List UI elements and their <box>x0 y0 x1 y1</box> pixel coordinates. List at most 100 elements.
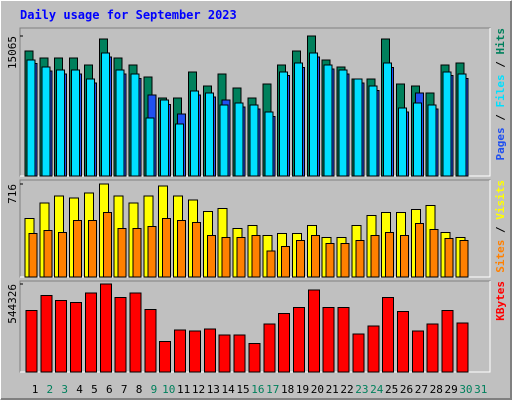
legend-entry: KBytes <box>494 281 507 321</box>
legend: Sites / Visits <box>494 180 507 273</box>
bar <box>263 323 276 373</box>
bar <box>55 299 68 373</box>
bar <box>100 52 110 177</box>
x-tick-label: 24 <box>370 383 384 396</box>
bar <box>457 73 467 177</box>
x-tick-label: 8 <box>136 383 143 396</box>
bar <box>174 329 187 373</box>
bar <box>340 243 350 278</box>
bar <box>308 52 318 177</box>
bar <box>43 230 53 278</box>
bar <box>87 219 97 278</box>
legend-entry: Visits <box>494 180 507 220</box>
bar <box>398 107 407 177</box>
bar <box>382 296 395 373</box>
legend-entry: Sites <box>494 240 507 273</box>
bar <box>188 330 201 373</box>
x-tick-label: 2 <box>47 383 54 396</box>
x-tick-label: 12 <box>192 383 205 396</box>
bar <box>368 85 378 177</box>
bar <box>338 69 348 177</box>
bar <box>28 232 38 278</box>
bar <box>400 235 409 278</box>
bar <box>323 64 333 177</box>
bar <box>459 240 469 278</box>
bar <box>26 59 36 177</box>
legend-entry: Hits <box>494 28 507 55</box>
bar <box>249 104 259 177</box>
bar <box>337 307 350 373</box>
x-tick-label: 27 <box>415 383 428 396</box>
x-tick-label: 6 <box>106 383 113 396</box>
legend-separator: / <box>494 61 507 68</box>
x-tick-label: 11 <box>177 383 190 396</box>
bar <box>204 92 214 177</box>
bar <box>236 237 246 278</box>
x-tick-label: 22 <box>340 383 353 396</box>
bar <box>411 330 424 373</box>
chart-title: Daily usage for September 2023 <box>20 8 237 22</box>
x-tick-label: 3 <box>61 383 68 396</box>
bar <box>191 221 201 278</box>
bar <box>444 238 454 278</box>
x-tick-label: 31 <box>474 383 487 396</box>
bar <box>70 301 83 373</box>
legend-entry: Files <box>494 74 507 107</box>
x-tick-label: 13 <box>207 383 220 396</box>
bar <box>264 111 274 177</box>
x-tick-label: 25 <box>385 383 398 396</box>
legend-entry: Pages <box>494 127 507 160</box>
bar <box>429 228 439 278</box>
bar <box>279 71 289 177</box>
x-tick-label: 10 <box>162 383 175 396</box>
bar <box>162 217 172 278</box>
bar <box>160 99 170 177</box>
bar <box>414 222 424 278</box>
x-tick-label: 29 <box>444 383 457 396</box>
bar <box>397 311 409 373</box>
bar <box>370 235 380 278</box>
bar <box>203 328 216 373</box>
x-tick-label: 4 <box>76 383 83 396</box>
bar <box>56 69 66 177</box>
bar <box>144 309 157 373</box>
bar <box>71 69 81 177</box>
legend: KBytes <box>494 281 507 321</box>
x-tick-label: 16 <box>251 383 264 396</box>
bar <box>278 313 291 373</box>
x-tick-label: 17 <box>266 383 279 396</box>
bar <box>293 62 303 177</box>
bar <box>25 310 38 373</box>
bar <box>292 307 305 373</box>
bar <box>221 237 231 278</box>
x-tick-label: 23 <box>355 383 368 396</box>
bar <box>248 342 261 373</box>
bar <box>412 102 422 177</box>
legend-separator: / <box>494 114 507 121</box>
bar <box>177 219 187 278</box>
bar <box>41 66 51 177</box>
bar <box>233 334 246 373</box>
legend: Pages / Files / Hits <box>494 28 507 161</box>
y-tick-label: 716 <box>6 184 19 204</box>
x-tick-label: 14 <box>222 383 236 396</box>
bar <box>367 325 380 373</box>
bar <box>129 292 142 373</box>
bar <box>310 235 320 278</box>
bar <box>175 123 185 177</box>
bar <box>73 219 83 278</box>
bar <box>40 294 53 373</box>
bar <box>218 334 231 373</box>
bar <box>219 104 229 177</box>
bar <box>58 232 68 278</box>
bar <box>117 228 127 278</box>
bar <box>251 235 261 278</box>
bar <box>353 78 363 177</box>
bar <box>147 225 157 278</box>
y-tick-label: 544326 <box>6 284 19 324</box>
bar <box>426 323 439 373</box>
bar <box>99 283 112 373</box>
x-tick-label: 19 <box>296 383 309 396</box>
bar <box>189 90 199 177</box>
bar <box>115 69 125 177</box>
